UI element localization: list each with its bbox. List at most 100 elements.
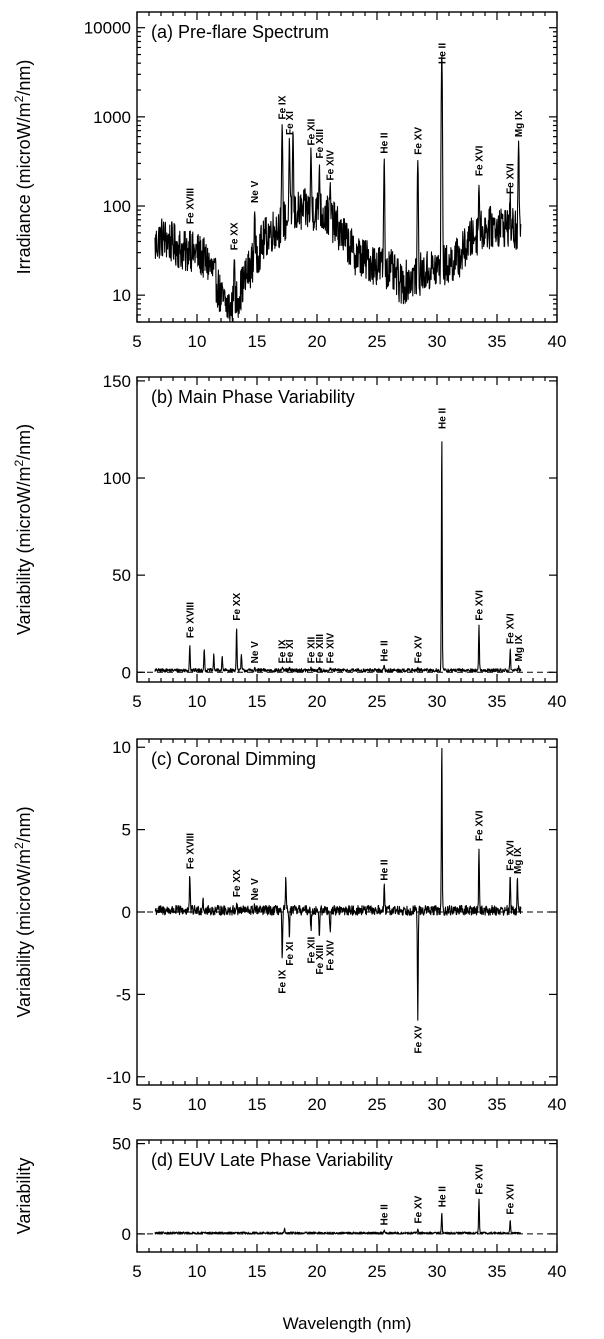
line-label: Fe XVI bbox=[506, 1184, 517, 1215]
x-tick-label: 10 bbox=[188, 692, 207, 711]
line-label: He II bbox=[380, 640, 391, 661]
line-label: Fe XVI bbox=[506, 613, 517, 644]
y-axis-label-end: /nm) bbox=[14, 806, 34, 842]
x-tick-label: 10 bbox=[188, 332, 207, 351]
panel-title: (c) Coronal Dimming bbox=[151, 749, 316, 769]
x-tick-label: 15 bbox=[248, 1095, 267, 1114]
y-axis-label-main: Variability (microW/m bbox=[14, 467, 34, 636]
spectrum-trace bbox=[154, 747, 522, 1021]
y-tick-label: -10 bbox=[106, 1068, 131, 1087]
y-tick-label: 0 bbox=[122, 903, 131, 922]
y-axis-label-sup: 2 bbox=[12, 460, 26, 467]
y-tick-label: 1000 bbox=[93, 108, 131, 127]
x-tick-label: 40 bbox=[548, 692, 567, 711]
plot-frame bbox=[136, 1139, 558, 1253]
panel-b: 5 10 15 20 25 30 35 40 0 50 100 150 (b) Main Phase V… bbox=[12, 372, 566, 711]
line-label: Fe XVI bbox=[475, 810, 486, 841]
spectrum-trace bbox=[154, 1198, 522, 1235]
x-tick-label: 25 bbox=[368, 692, 387, 711]
spectrum-trace bbox=[154, 441, 522, 673]
line-label: He II bbox=[437, 43, 448, 64]
line-label: Fe XIV bbox=[326, 940, 337, 971]
line-label: Fe XVI bbox=[506, 163, 517, 194]
line-label: Fe XV bbox=[413, 635, 424, 663]
y-axis-label: Variability bbox=[14, 1158, 34, 1235]
y-axis-label-main: Variability bbox=[14, 1158, 34, 1235]
x-tick-label: 20 bbox=[308, 692, 327, 711]
line-label: Fe XV bbox=[413, 127, 424, 155]
y-axis-label: Variability (microW/m2/nm) bbox=[12, 424, 34, 635]
line-label: Mg IX bbox=[513, 847, 524, 874]
y-axis-label: Variability (microW/m2/nm) bbox=[12, 806, 34, 1017]
line-label: Fe XVI bbox=[475, 590, 486, 621]
line-label: Fe XII bbox=[307, 637, 318, 664]
line-label: Fe XVI bbox=[475, 145, 486, 176]
line-label: Fe XVIII bbox=[185, 602, 196, 638]
x-tick-label: 25 bbox=[368, 332, 387, 351]
x-tick-label: 5 bbox=[132, 332, 141, 351]
line-label: Fe XVIII bbox=[185, 833, 196, 869]
line-label: He II bbox=[380, 132, 391, 153]
x-tick-label: 20 bbox=[308, 1095, 327, 1114]
x-tick-label: 30 bbox=[428, 1095, 447, 1114]
line-label: Fe XIII bbox=[315, 634, 326, 664]
line-label: Fe XVI bbox=[475, 1164, 486, 1195]
y-axis-label-end: /nm) bbox=[14, 60, 34, 96]
x-tick-label: 40 bbox=[548, 1262, 567, 1281]
y-axis-label-sup: 2 bbox=[12, 842, 26, 849]
line-label: Fe IX bbox=[278, 639, 289, 663]
line-label: Fe XII bbox=[307, 937, 318, 964]
x-tick-label: 10 bbox=[188, 1262, 207, 1281]
line-label: He II bbox=[437, 1186, 448, 1207]
x-tick-label: 35 bbox=[488, 1095, 507, 1114]
y-tick-label: 10 bbox=[112, 286, 131, 305]
spectrum-trace bbox=[154, 55, 522, 322]
line-label: Fe XII bbox=[307, 119, 318, 146]
panel-title: (d) EUV Late Phase Variability bbox=[151, 1150, 393, 1170]
y-axis-label-end: /nm) bbox=[14, 424, 34, 460]
line-label: He II bbox=[437, 408, 448, 429]
y-tick-label: 10000 bbox=[84, 19, 131, 38]
line-label: Fe XVI bbox=[506, 840, 517, 871]
line-label: Fe XIII bbox=[315, 129, 326, 159]
y-axis-label: Irradiance (microW/m2/nm) bbox=[12, 60, 34, 275]
line-label: Fe IX bbox=[278, 95, 289, 119]
x-tick-label: 20 bbox=[308, 332, 327, 351]
line-label: Fe XX bbox=[232, 593, 243, 621]
line-label: Fe XIII bbox=[315, 945, 326, 975]
line-label: Fe XX bbox=[230, 222, 241, 250]
y-tick-label: 100 bbox=[103, 469, 131, 488]
line-label: Fe XVIII bbox=[185, 188, 196, 224]
panel-a: 5 10 15 20 25 30 35 40 10 100 1000 10000 (a) Pre-fla… bbox=[12, 11, 567, 351]
x-tick-label: 40 bbox=[548, 1095, 567, 1114]
line-label: Fe XI bbox=[285, 639, 296, 663]
x-tick-label: 15 bbox=[248, 1262, 267, 1281]
panel-c: 5 10 15 20 25 30 35 40 -10 -5 0 5 10 (c) Coronal Dimm… bbox=[12, 738, 566, 1114]
line-label: He II bbox=[380, 859, 391, 880]
x-tick-label: 35 bbox=[488, 692, 507, 711]
line-label: Ne V bbox=[250, 180, 261, 203]
line-label: Fe XX bbox=[232, 869, 243, 897]
line-label: Fe XV bbox=[413, 1025, 424, 1053]
y-tick-label: 50 bbox=[112, 566, 131, 585]
plot-frame bbox=[136, 376, 558, 683]
y-tick-label: 50 bbox=[112, 1135, 131, 1154]
x-tick-label: 5 bbox=[132, 1262, 141, 1281]
x-tick-label: 30 bbox=[428, 1262, 447, 1281]
line-label: Fe XV bbox=[413, 1195, 424, 1223]
line-label: Fe IX bbox=[278, 969, 289, 993]
line-label: Ne V bbox=[250, 641, 261, 664]
x-tick-label: 15 bbox=[248, 692, 267, 711]
line-label: Mg IX bbox=[514, 110, 525, 137]
plot-frame bbox=[136, 11, 558, 323]
line-label: Mg IX bbox=[514, 634, 525, 661]
y-axis-label-main: Irradiance (microW/m bbox=[14, 102, 34, 274]
line-label: He II bbox=[380, 1204, 391, 1225]
x-tick-label: 40 bbox=[548, 332, 567, 351]
y-tick-label: 150 bbox=[103, 372, 131, 391]
line-label: Fe XI bbox=[285, 942, 296, 966]
x-tick-label: 15 bbox=[248, 332, 267, 351]
x-tick-label: 30 bbox=[428, 692, 447, 711]
x-tick-label: 30 bbox=[428, 332, 447, 351]
